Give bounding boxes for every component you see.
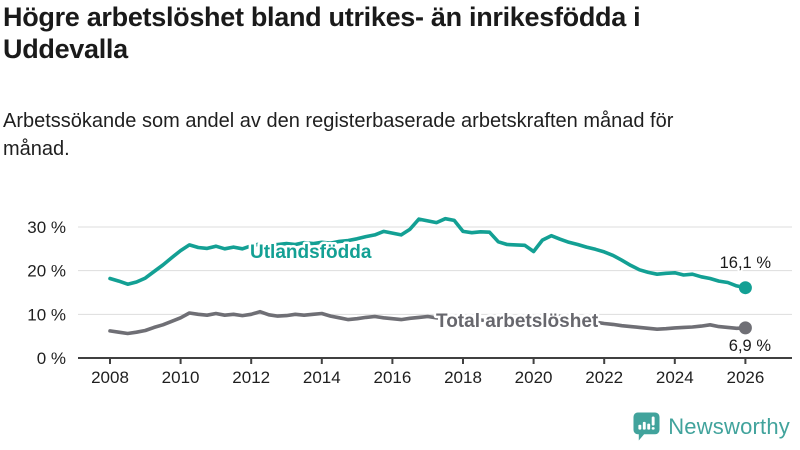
- newsworthy-logo-icon: [633, 412, 660, 441]
- x-axis-tick-label: 2010: [162, 368, 200, 387]
- x-axis-tick-label: 2022: [585, 368, 623, 387]
- x-axis-tick-label: 2018: [444, 368, 482, 387]
- x-axis-tick-label: 2008: [91, 368, 129, 387]
- newsworthy-logo: Newsworthy: [633, 412, 790, 442]
- chart-subtitle: Arbetssökande som andel av den registerb…: [3, 110, 674, 160]
- x-axis-tick-label: 2012: [232, 368, 270, 387]
- end-value-label-total: 6,9 %: [729, 337, 772, 355]
- x-axis-tick-label: 2024: [656, 368, 694, 387]
- logo-bar-1: [638, 424, 642, 430]
- page-title: Högre arbetslöshet bland utrikes- än inr…: [3, 2, 641, 64]
- newsworthy-wordmark: Newsworthy: [668, 414, 790, 439]
- x-axis-tick-label: 2020: [515, 368, 553, 387]
- x-axis-tick-label: 2016: [373, 368, 411, 387]
- x-axis-tick-label: 2014: [303, 368, 341, 387]
- series-label-total-arbetsloshet: Total arbetslöshet: [436, 311, 599, 332]
- end-dot-utlandsfodda: [738, 281, 752, 295]
- logo-bar-3: [647, 423, 651, 430]
- line-total-arbetsloshet: [108, 309, 748, 336]
- end-dot-total-arbetsloshet: [738, 321, 752, 335]
- series-label-utlandsfodda: Utlandsfödda: [250, 242, 372, 263]
- y-axis-tick-label: 20 %: [27, 262, 66, 281]
- y-axis-tick-label: 30 %: [27, 218, 66, 237]
- logo-exclamation-dot: [651, 427, 655, 430]
- y-axis-tick-label: 10 %: [27, 305, 66, 324]
- logo-exclamation-bar: [651, 416, 655, 426]
- x-axis-tick-label: 2026: [726, 368, 764, 387]
- end-value-label-utlandsfodda: 16,1 %: [720, 254, 772, 272]
- line-utlandsfodda: [108, 216, 748, 290]
- logo-bar-2: [643, 421, 646, 430]
- y-axis-tick-label: 0 %: [37, 349, 66, 368]
